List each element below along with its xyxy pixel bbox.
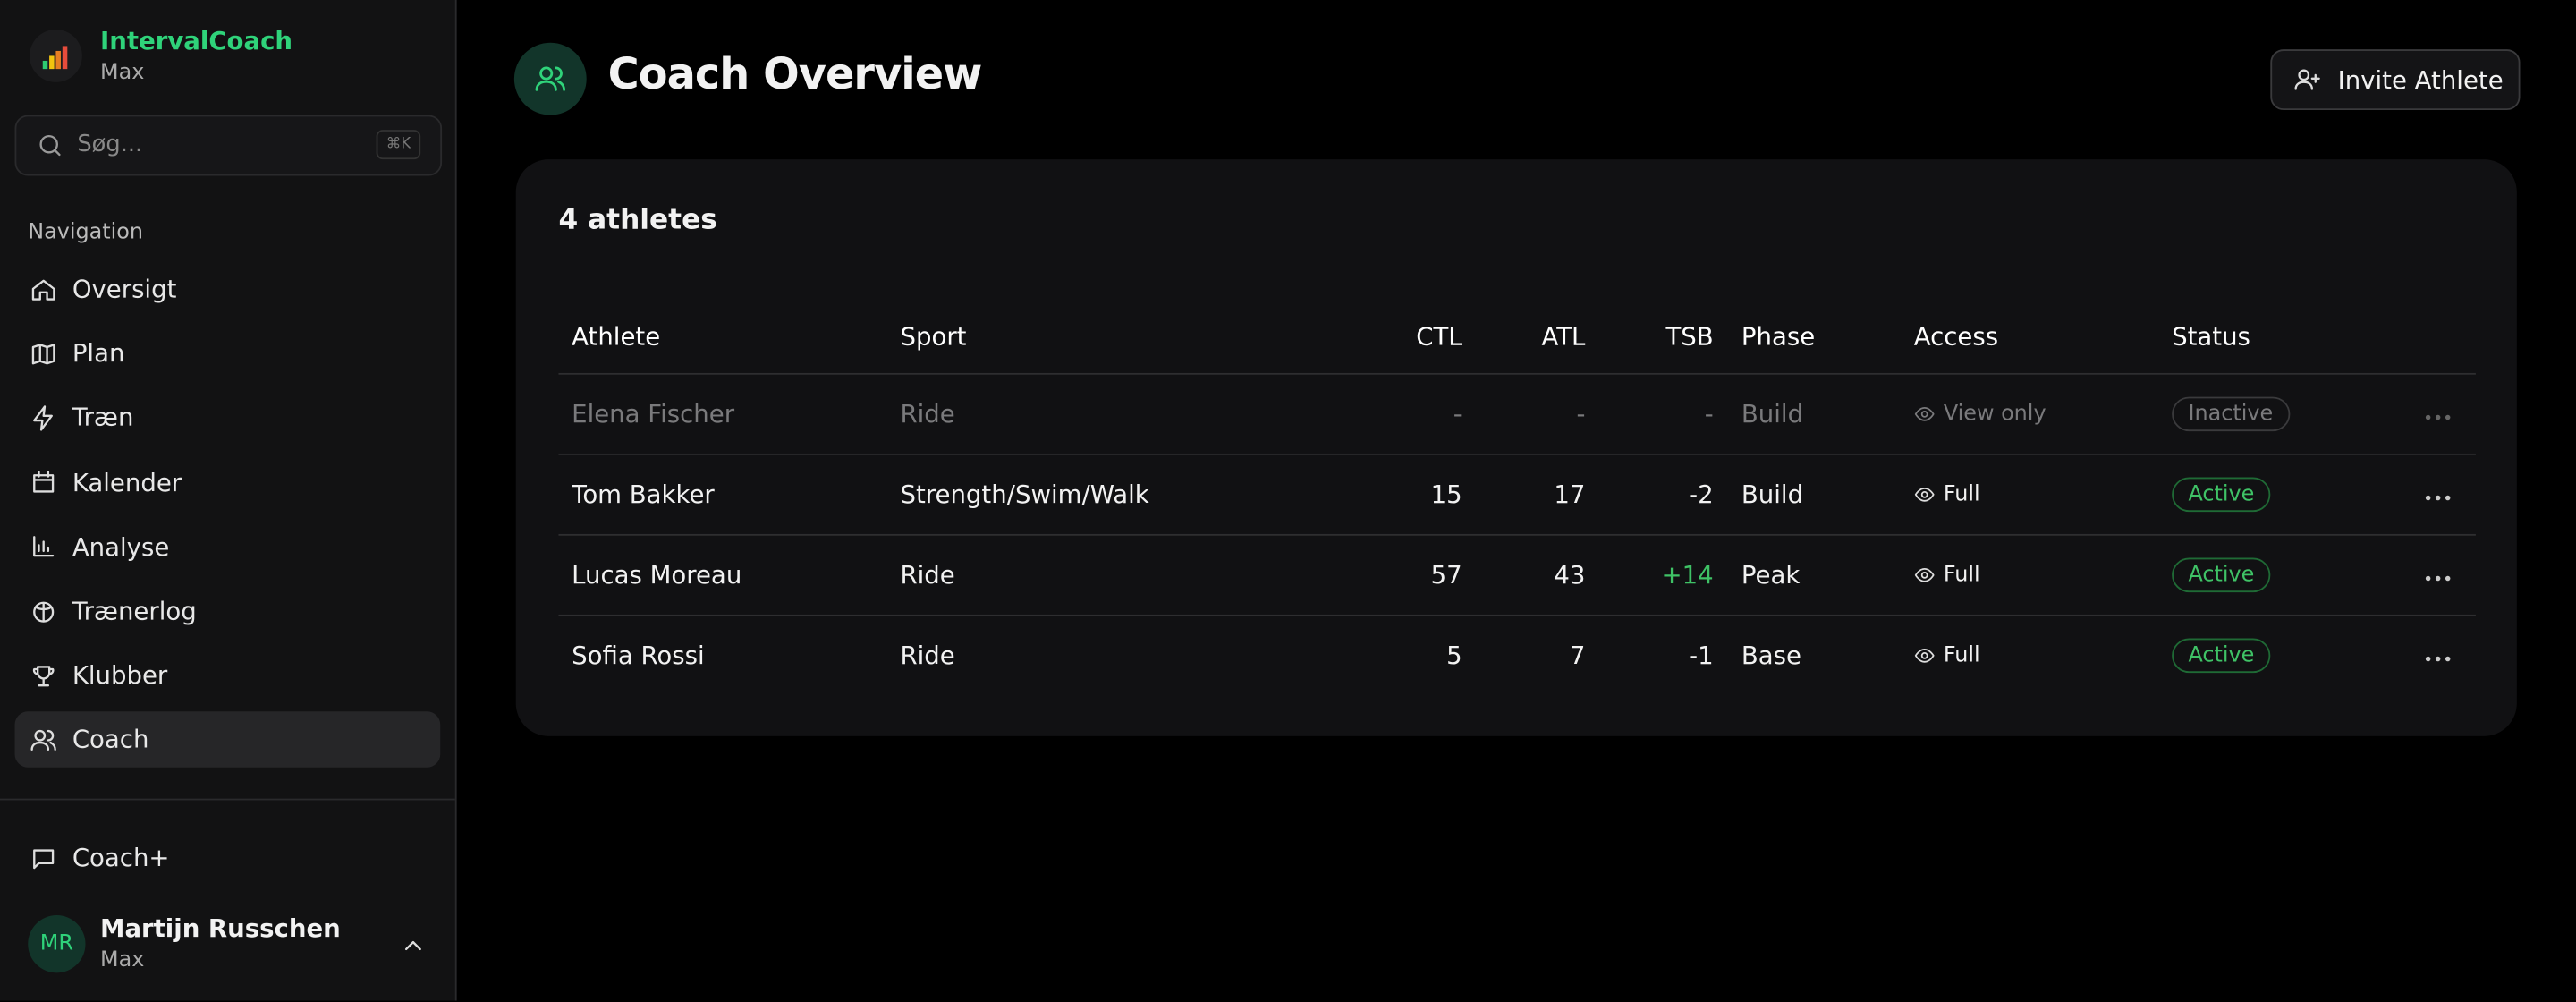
avatar: MR bbox=[28, 915, 86, 973]
status-badge: Active bbox=[2172, 638, 2271, 674]
cell: Base bbox=[1741, 641, 1801, 671]
cell: Ride bbox=[900, 560, 955, 590]
cell: 57 bbox=[1430, 560, 1462, 590]
access-label: View only bbox=[1943, 402, 2046, 427]
nav-label: Coach bbox=[72, 725, 149, 755]
header-rule bbox=[558, 372, 2476, 375]
nav-label: Plan bbox=[72, 338, 125, 369]
cell: 43 bbox=[1554, 560, 1586, 590]
access: View only bbox=[1914, 402, 2046, 427]
cell: Peak bbox=[1741, 560, 1801, 590]
page-title: Coach Overview bbox=[607, 50, 983, 101]
nav-label: Coach+ bbox=[72, 843, 170, 873]
column-header: Access bbox=[1913, 321, 1999, 352]
cell: Ride bbox=[900, 641, 955, 671]
column-header: Status bbox=[2172, 321, 2250, 352]
column-header: Sport bbox=[900, 321, 967, 352]
nav-label: Analyse bbox=[72, 531, 170, 562]
nav-item[interactable]: Oversigt bbox=[15, 261, 441, 317]
nav-label: Træn bbox=[72, 403, 134, 433]
cell: Lucas Moreau bbox=[572, 560, 742, 590]
column-header: TSB bbox=[1665, 321, 1714, 352]
athlete-count: 4 athletes bbox=[558, 203, 717, 237]
cell: -1 bbox=[1689, 641, 1714, 671]
plan: Max bbox=[100, 60, 145, 86]
button-label: Invite Athlete bbox=[2337, 64, 2504, 95]
access-label: Full bbox=[1943, 563, 1980, 588]
status-badge: Active bbox=[2172, 477, 2271, 513]
nav-label: Trænerlog bbox=[72, 596, 197, 626]
cell: 7 bbox=[1569, 641, 1586, 671]
shortcut: ⌘K bbox=[376, 130, 421, 160]
cell: Ride bbox=[900, 399, 955, 429]
nav-item[interactable]: Coach+ bbox=[15, 830, 441, 886]
row-menu[interactable] bbox=[2425, 642, 2451, 668]
access: Full bbox=[1914, 643, 1980, 668]
column-header: Athlete bbox=[572, 321, 661, 352]
nav-label: Klubber bbox=[72, 660, 168, 691]
cell: 15 bbox=[1430, 480, 1462, 510]
nav-item[interactable]: Træn bbox=[15, 390, 441, 446]
search-placeholder: Søg... bbox=[77, 131, 143, 158]
divider bbox=[0, 798, 455, 801]
access-label: Full bbox=[1943, 482, 1980, 507]
nav-heading: Navigation bbox=[28, 220, 144, 245]
cell: +14 bbox=[1661, 560, 1714, 590]
column-header: CTL bbox=[1416, 321, 1462, 352]
user-name: Martijn Russchen bbox=[100, 913, 341, 944]
cell: Build bbox=[1741, 399, 1804, 429]
row-menu[interactable] bbox=[2425, 562, 2451, 588]
row-rule bbox=[558, 453, 2476, 455]
access-label: Full bbox=[1943, 643, 1980, 668]
nav-item[interactable]: Trænerlog bbox=[15, 583, 441, 639]
nav-label: Kalender bbox=[72, 467, 182, 497]
status-badge: Inactive bbox=[2172, 396, 2290, 432]
status-badge: Active bbox=[2172, 557, 2271, 593]
header-icon bbox=[513, 42, 587, 115]
cell: 17 bbox=[1554, 480, 1586, 510]
nav-item[interactable]: Analyse bbox=[15, 519, 441, 574]
cell: -2 bbox=[1689, 480, 1714, 510]
cell: Elena Fischer bbox=[572, 399, 735, 429]
row-rule bbox=[558, 533, 2476, 536]
cell: Build bbox=[1741, 480, 1804, 510]
user-plan: Max bbox=[100, 947, 145, 973]
cell: Tom Bakker bbox=[572, 480, 715, 510]
sidebar: IntervalCoach Max Søg... ⌘K Navigation O… bbox=[0, 0, 457, 1001]
logo bbox=[30, 30, 82, 82]
cell: Strength/Swim/Walk bbox=[900, 480, 1149, 510]
invite-button[interactable]: Invite Athlete bbox=[2270, 49, 2521, 111]
search[interactable]: Søg... ⌘K bbox=[14, 115, 443, 176]
column-header: Phase bbox=[1741, 321, 1816, 352]
nav-label: Oversigt bbox=[72, 274, 177, 304]
access: Full bbox=[1914, 482, 1980, 507]
cell: - bbox=[1453, 399, 1462, 429]
nav-item[interactable]: Coach bbox=[14, 712, 441, 768]
nav-item[interactable]: Kalender bbox=[15, 454, 441, 510]
cell: - bbox=[1576, 399, 1586, 429]
cell: Sofia Rossi bbox=[572, 641, 705, 671]
nav-item[interactable]: Plan bbox=[15, 326, 441, 381]
cell: 5 bbox=[1446, 641, 1462, 671]
nav-item[interactable]: Klubber bbox=[15, 648, 441, 703]
row-menu[interactable] bbox=[2425, 481, 2451, 507]
row-menu[interactable] bbox=[2425, 401, 2451, 427]
app-name: IntervalCoach bbox=[100, 26, 293, 56]
row-rule bbox=[558, 614, 2476, 616]
column-header: ATL bbox=[1541, 321, 1586, 352]
chevron[interactable] bbox=[399, 931, 427, 959]
athletes-card: 4 athletes Athlete Sport CTL ATL TSB Phase Acc… bbox=[515, 159, 2517, 736]
access: Full bbox=[1914, 563, 1980, 588]
cell: - bbox=[1704, 399, 1714, 429]
